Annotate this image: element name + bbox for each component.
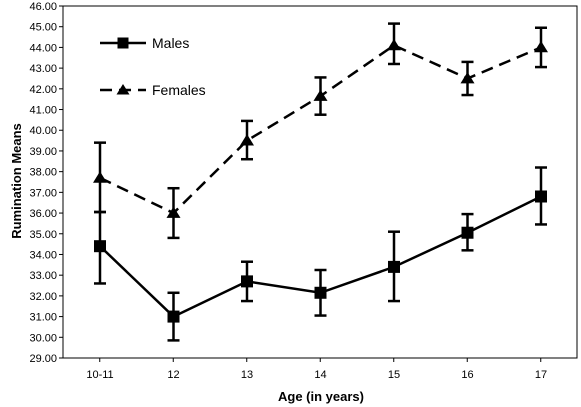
data-point-square <box>535 190 547 203</box>
y-tick-label: 33.00 <box>29 270 57 282</box>
data-point-triangle <box>166 206 181 218</box>
data-point-square <box>461 226 474 239</box>
y-tick-label: 29.00 <box>29 353 57 365</box>
data-point-triangle <box>313 89 328 101</box>
x-axis-title: Age (in years) <box>278 389 364 404</box>
data-point-square <box>167 310 180 323</box>
x-tick-label: 13 <box>241 369 253 381</box>
y-tick-label: 44.00 <box>29 42 57 54</box>
y-tick-label: 40.00 <box>29 125 57 137</box>
legend-item-males: Males <box>100 35 189 51</box>
data-point-square <box>241 275 253 288</box>
x-tick-label: 12 <box>167 369 179 381</box>
data-point-square <box>314 286 327 299</box>
data-point-triangle <box>116 84 130 95</box>
y-tick-label: 35.00 <box>29 229 57 241</box>
x-tick-label: 16 <box>461 369 473 381</box>
series-females <box>93 22 548 240</box>
series-males <box>94 166 547 342</box>
data-point-triangle <box>387 38 401 51</box>
x-tick-label: 15 <box>388 369 400 381</box>
data-point-square <box>94 240 106 253</box>
data-point-triangle <box>240 134 254 146</box>
y-tick-label: 39.00 <box>29 146 57 158</box>
series-layer <box>93 22 548 342</box>
legend-item-females: Females <box>100 82 206 98</box>
data-point-square <box>117 37 129 49</box>
y-tick-label: 41.00 <box>29 105 57 117</box>
y-tick-label: 43.00 <box>29 63 57 75</box>
x-tick-label: 10-11 <box>86 369 113 381</box>
y-axis-ticks: 29.00 30.00 31.00 32.00 33.00 34.00 35.00 36.00… <box>29 1 63 365</box>
series-line-females <box>99 43 542 215</box>
y-tick-label: 34.00 <box>29 249 57 261</box>
y-tick-label: 36.00 <box>29 208 57 220</box>
y-tick-label: 46.00 <box>29 1 57 13</box>
y-tick-label: 31.00 <box>29 312 57 324</box>
legend-label: Females <box>152 82 206 98</box>
data-point-triangle <box>460 71 475 84</box>
legend-label: Males <box>152 35 189 51</box>
y-tick-label: 38.00 <box>29 167 57 179</box>
data-point-square <box>388 260 400 273</box>
data-point-triangle <box>93 171 107 183</box>
legend: Males Females <box>100 35 206 98</box>
x-axis-ticks: 10-11 12 13 14 15 16 17 <box>86 358 547 381</box>
y-tick-label: 32.00 <box>29 291 57 303</box>
y-tick-label: 42.00 <box>29 84 57 96</box>
y-tick-label: 45.00 <box>29 22 57 34</box>
y-tick-label: 30.00 <box>29 332 57 344</box>
y-axis-title: Rumination Means <box>9 123 24 239</box>
y-tick-label: 37.00 <box>29 187 57 199</box>
x-tick-label: 17 <box>535 369 547 381</box>
data-point-triangle <box>534 40 548 53</box>
x-tick-label: 14 <box>314 369 326 381</box>
